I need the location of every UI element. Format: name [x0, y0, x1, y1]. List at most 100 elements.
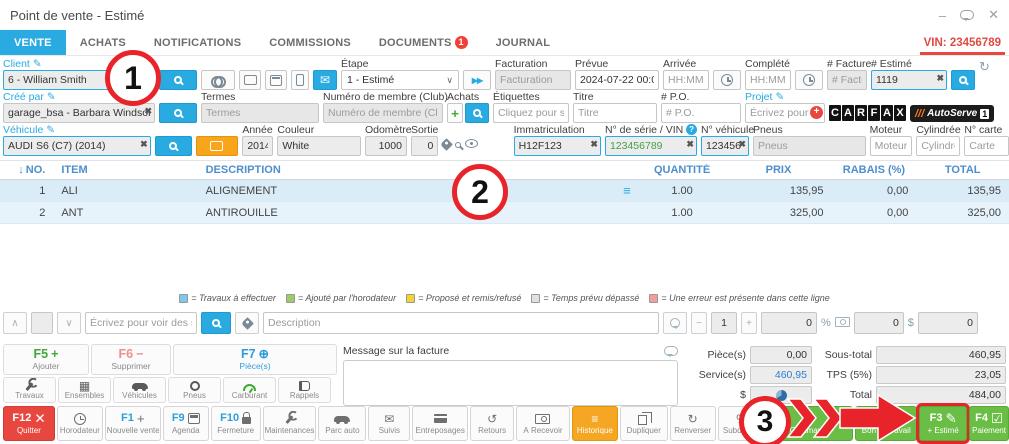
clear-icon[interactable]: ✖ — [140, 139, 148, 149]
facture-input[interactable] — [827, 70, 867, 90]
client-mobile-button[interactable] — [291, 70, 309, 90]
help-icon[interactable]: ? — [686, 124, 697, 135]
prevue-input[interactable] — [575, 70, 659, 90]
f12-quitter-button[interactable]: F12 ✕ Quitter — [3, 406, 55, 441]
item-suggestion-input[interactable] — [85, 312, 197, 334]
close-icon[interactable]: ✕ — [988, 7, 999, 22]
f1-nouvelle-vente-button[interactable]: F1 + Nouvelle vente — [104, 406, 161, 441]
f4-paiement-button[interactable]: F4 ☑ Paiement — [969, 406, 1009, 441]
tag-icon[interactable] — [440, 138, 454, 152]
entreposages-button[interactable]: Entreposages — [412, 406, 469, 441]
header-total[interactable]: TOTAL — [944, 164, 981, 176]
client-search-button[interactable] — [159, 70, 197, 90]
projet-input[interactable] — [745, 103, 825, 123]
clear-icon[interactable]: ✖ — [738, 139, 746, 149]
qty-minus-button[interactable]: − — [691, 312, 707, 334]
edit-icon[interactable]: ✎ — [46, 123, 56, 136]
minimize-icon[interactable]: – — [938, 7, 947, 23]
speech-bubble-icon[interactable] — [664, 346, 678, 357]
moteur-input[interactable] — [869, 136, 913, 156]
f6-supprimer-button[interactable]: F6− Supprimer — [91, 344, 171, 375]
clear-icon[interactable]: ✖ — [936, 73, 944, 83]
cylindree-input[interactable] — [916, 136, 961, 156]
row-menu-icon[interactable]: ≡ — [623, 183, 631, 198]
chat-icon[interactable] — [960, 10, 975, 21]
client-lookup-button[interactable] — [201, 70, 235, 90]
clear-icon[interactable]: ✖ — [144, 106, 152, 116]
client-calendar-button[interactable] — [265, 70, 287, 90]
edit-icon[interactable]: ✎ — [32, 57, 42, 70]
dupliquer-button[interactable]: Dupliquer — [619, 406, 668, 441]
f10-fermeture-button[interactable]: F10 Fermeture — [210, 406, 261, 441]
etape-select[interactable]: 1 - Estimé ∨ — [341, 70, 459, 90]
f7-pieces-button[interactable]: F7 ⊕ Pièce(s) — [173, 344, 337, 375]
achats-add-button[interactable]: + — [447, 103, 463, 123]
no-vehicule-input[interactable] — [700, 136, 749, 156]
renverser-button[interactable]: ↻ Renverser — [669, 406, 716, 441]
move-up-button[interactable]: ∧ — [3, 312, 27, 334]
next-step-button[interactable]: ▶▶ — [463, 70, 491, 90]
arrivee-input[interactable] — [663, 70, 709, 90]
historique-button[interactable]: ≡ Historique — [571, 406, 618, 441]
membre-input[interactable] — [323, 103, 443, 123]
description-input[interactable] — [263, 312, 659, 334]
odometre-input[interactable] — [364, 136, 407, 156]
refresh-icon[interactable]: ↻ — [979, 59, 990, 74]
titre-input[interactable] — [573, 103, 657, 123]
termes-input[interactable] — [201, 103, 319, 123]
travaux-button[interactable]: Travaux — [3, 377, 56, 403]
facturation-input[interactable] — [495, 70, 571, 90]
client-card-button[interactable] — [239, 70, 261, 90]
po-input[interactable] — [661, 103, 741, 123]
suivis-button[interactable]: ✉ Suivis — [368, 406, 411, 441]
maintenances-button[interactable]: Maintenances — [262, 406, 317, 441]
f5-ajouter-button[interactable]: F5 + Ajouter — [3, 344, 89, 375]
immatriculation-input[interactable] — [513, 136, 601, 156]
retours-button[interactable]: ↺ Retours — [470, 406, 515, 441]
estime-input[interactable] — [871, 70, 947, 90]
horodateur-button[interactable]: Horodateur — [56, 406, 103, 441]
parc-auto-button[interactable]: Parc auto — [318, 406, 367, 441]
f9-agenda-button[interactable]: F9 Agenda — [162, 406, 209, 441]
item-search-button[interactable] — [201, 312, 231, 334]
tab-achats[interactable]: ACHATS — [66, 30, 140, 55]
message-textarea[interactable] — [343, 360, 678, 406]
tab-documents[interactable]: DOCUMENTS 1 — [365, 30, 482, 55]
sort-icon[interactable]: ↓ — [18, 164, 24, 176]
header-quantite[interactable]: QUANTITÉ — [653, 164, 711, 176]
complete-input[interactable] — [745, 70, 791, 90]
header-item[interactable]: ITEM — [61, 164, 88, 176]
vehicule-note-button[interactable] — [195, 136, 239, 156]
rappels-button[interactable]: Rappels — [278, 377, 331, 403]
amount-input[interactable] — [917, 312, 978, 334]
vehicules-button[interactable]: Véhicules — [113, 377, 166, 403]
vehicule-input[interactable] — [3, 136, 151, 156]
etiquettes-input[interactable] — [493, 103, 569, 123]
move-down-button[interactable]: ∨ — [57, 312, 81, 334]
tab-commissions[interactable]: COMMISSIONS — [255, 30, 365, 55]
complete-clock-button[interactable] — [795, 70, 823, 90]
discount-amt-input[interactable] — [853, 312, 904, 334]
discount-pct-input[interactable] — [761, 312, 817, 334]
sortie-input[interactable] — [410, 136, 439, 156]
tab-vente[interactable]: VENTE — [0, 30, 66, 55]
tab-notifications[interactable]: NOTIFICATIONS — [140, 30, 255, 55]
client-email-button[interactable]: ✉ — [313, 70, 337, 90]
tab-journal[interactable]: JOURNAL — [482, 30, 565, 55]
qty-plus-button[interactable]: + — [741, 312, 757, 334]
edit-icon[interactable]: ✎ — [46, 90, 56, 103]
ensembles-button[interactable]: ▦ Ensembles — [58, 377, 111, 403]
comment-button[interactable] — [663, 312, 687, 334]
annee-input[interactable] — [242, 136, 274, 156]
vin-serie-input[interactable] — [604, 136, 697, 156]
qty-input[interactable] — [711, 312, 737, 334]
add-project-icon[interactable]: + — [810, 106, 823, 119]
estime-search-button[interactable] — [951, 70, 975, 90]
table-row[interactable]: 2 ANT ANTIROUILLE 1.00 325,00 0,00 325,0… — [0, 202, 1009, 224]
edit-icon[interactable]: ✎ — [775, 90, 785, 103]
carburant-button[interactable]: Carburant — [223, 377, 276, 403]
pneus-button[interactable]: Pneus — [168, 377, 221, 403]
clear-icon[interactable]: ✖ — [686, 139, 694, 149]
cree-par-input[interactable] — [3, 103, 155, 123]
